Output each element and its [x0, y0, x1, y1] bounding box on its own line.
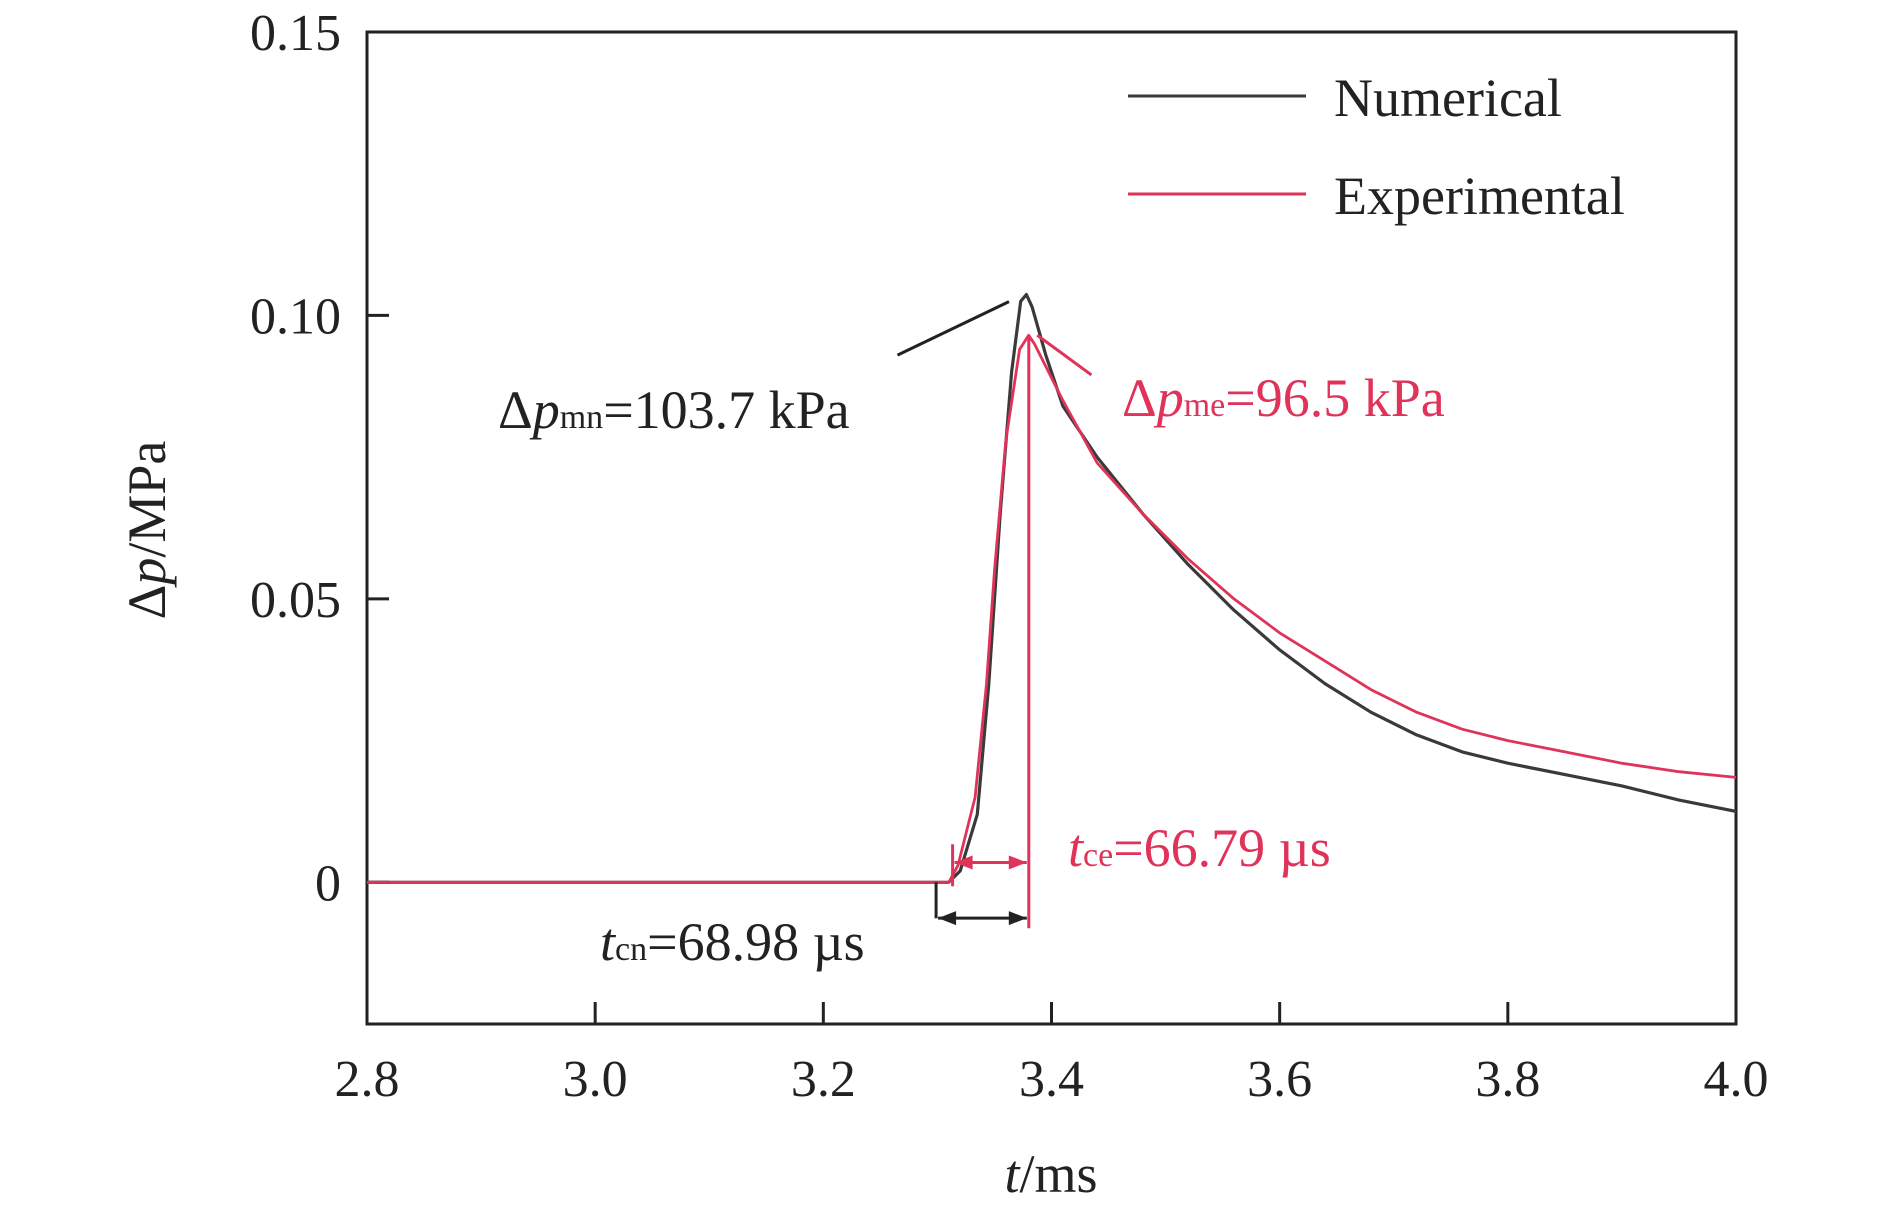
rise-numerical-arrow-head-left: [938, 911, 957, 926]
y-tick-label: 0.15: [250, 5, 341, 62]
x-tick-label: 3.0: [563, 1051, 628, 1108]
x-axis: 2.8 3.0 3.2 3.4 3.6 3.8 4.0: [335, 1002, 1769, 1108]
rise-numerical-label: tcn=68.98 µs: [600, 912, 865, 972]
rise-experimental-arrow-head-left: [954, 855, 973, 870]
rise-experimental-label: tce=66.79 µs: [1068, 818, 1331, 878]
x-tick-label: 3.4: [1019, 1051, 1084, 1108]
legend: Numerical Experimental: [1128, 68, 1625, 226]
peak-numerical-label: Δpmn=103.7 kPa: [498, 380, 850, 440]
y-tick-label: 0.05: [250, 572, 341, 629]
legend-label-numerical: Numerical: [1334, 68, 1562, 128]
series-line-numerical: [367, 292, 1736, 884]
x-tick-label: 3.6: [1247, 1051, 1312, 1108]
peak-experimental-label: Δpme=96.5 kPa: [1122, 368, 1445, 428]
x-tick-label: 3.2: [791, 1051, 856, 1108]
annotation-layer: Δpmn=103.7 kPa Δpme=96.5 kPa tce=66.79 µs t…: [498, 300, 1445, 972]
y-tick-label: 0: [315, 855, 341, 912]
rise-experimental-arrow-head-right: [1008, 855, 1027, 870]
x-axis-title: t/ms: [1004, 1144, 1097, 1204]
series-line-experimental: [367, 333, 1736, 884]
x-tick-label: 4.0: [1704, 1051, 1769, 1108]
y-axis: 0 0.05 0.10 0.15: [250, 5, 389, 912]
series-layer: [367, 292, 1736, 884]
x-tick-label: 3.8: [1475, 1051, 1540, 1108]
peak-experimental-leader: [1036, 334, 1093, 377]
legend-label-experimental: Experimental: [1334, 166, 1625, 226]
peak-numerical-leader: [896, 300, 1010, 357]
y-axis-title: Δp/MPa: [117, 441, 177, 620]
x-tick-label: 2.8: [335, 1051, 400, 1108]
rise-numerical-arrow-head-right: [1008, 911, 1027, 926]
y-tick-label: 0.10: [250, 288, 341, 345]
